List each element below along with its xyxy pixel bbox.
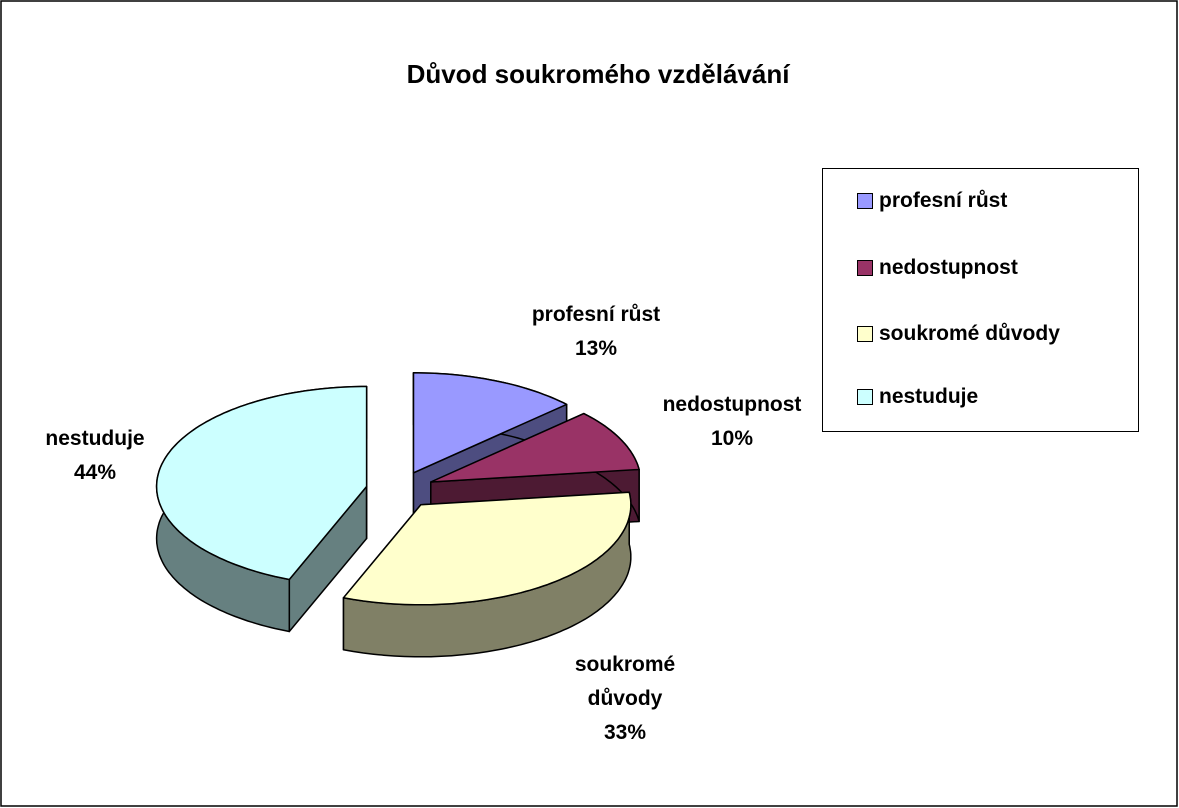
data-label-value: 44% bbox=[73, 461, 117, 484]
legend: profesní růst nedostupnost soukromé důvody… bbox=[822, 168, 1139, 432]
slice bbox=[430, 412, 640, 483]
legend-swatch bbox=[857, 193, 873, 209]
legend-label: nedostupnost bbox=[879, 256, 1018, 279]
legend-label: profesní růst bbox=[879, 189, 1008, 212]
legend-swatch bbox=[857, 260, 873, 276]
legend-label: soukromé důvody bbox=[879, 322, 1060, 345]
data-label-name: nestuduje bbox=[45, 427, 145, 450]
data-label-value: 13% bbox=[574, 337, 618, 360]
legend-item: profesní růst bbox=[857, 189, 1007, 213]
legend-swatch bbox=[857, 326, 873, 342]
data-label-value: 33% bbox=[603, 721, 647, 744]
legend-item: nestuduje bbox=[857, 385, 978, 409]
slice bbox=[155, 385, 368, 581]
data-label-name: profesní růst bbox=[531, 303, 661, 326]
data-label: soukromé důvody 33% bbox=[560, 648, 690, 750]
legend-swatch bbox=[857, 389, 873, 405]
data-label-value: 10% bbox=[710, 427, 754, 450]
slice bbox=[342, 491, 632, 606]
data-label: profesní růst 13% bbox=[496, 298, 696, 366]
legend-label: nestuduje bbox=[879, 385, 979, 408]
data-label-name: nedostupnost bbox=[662, 393, 802, 416]
chart-title: Důvod soukromého vzdělávání bbox=[407, 59, 791, 89]
data-label: nedostupnost 10% bbox=[632, 388, 832, 456]
legend-item: nedostupnost bbox=[857, 256, 1018, 280]
slice bbox=[412, 372, 568, 474]
data-label: nestuduje 44% bbox=[15, 422, 175, 490]
legend-item: soukromé důvody bbox=[857, 322, 1060, 346]
data-label-name: soukromé důvody bbox=[574, 653, 676, 710]
